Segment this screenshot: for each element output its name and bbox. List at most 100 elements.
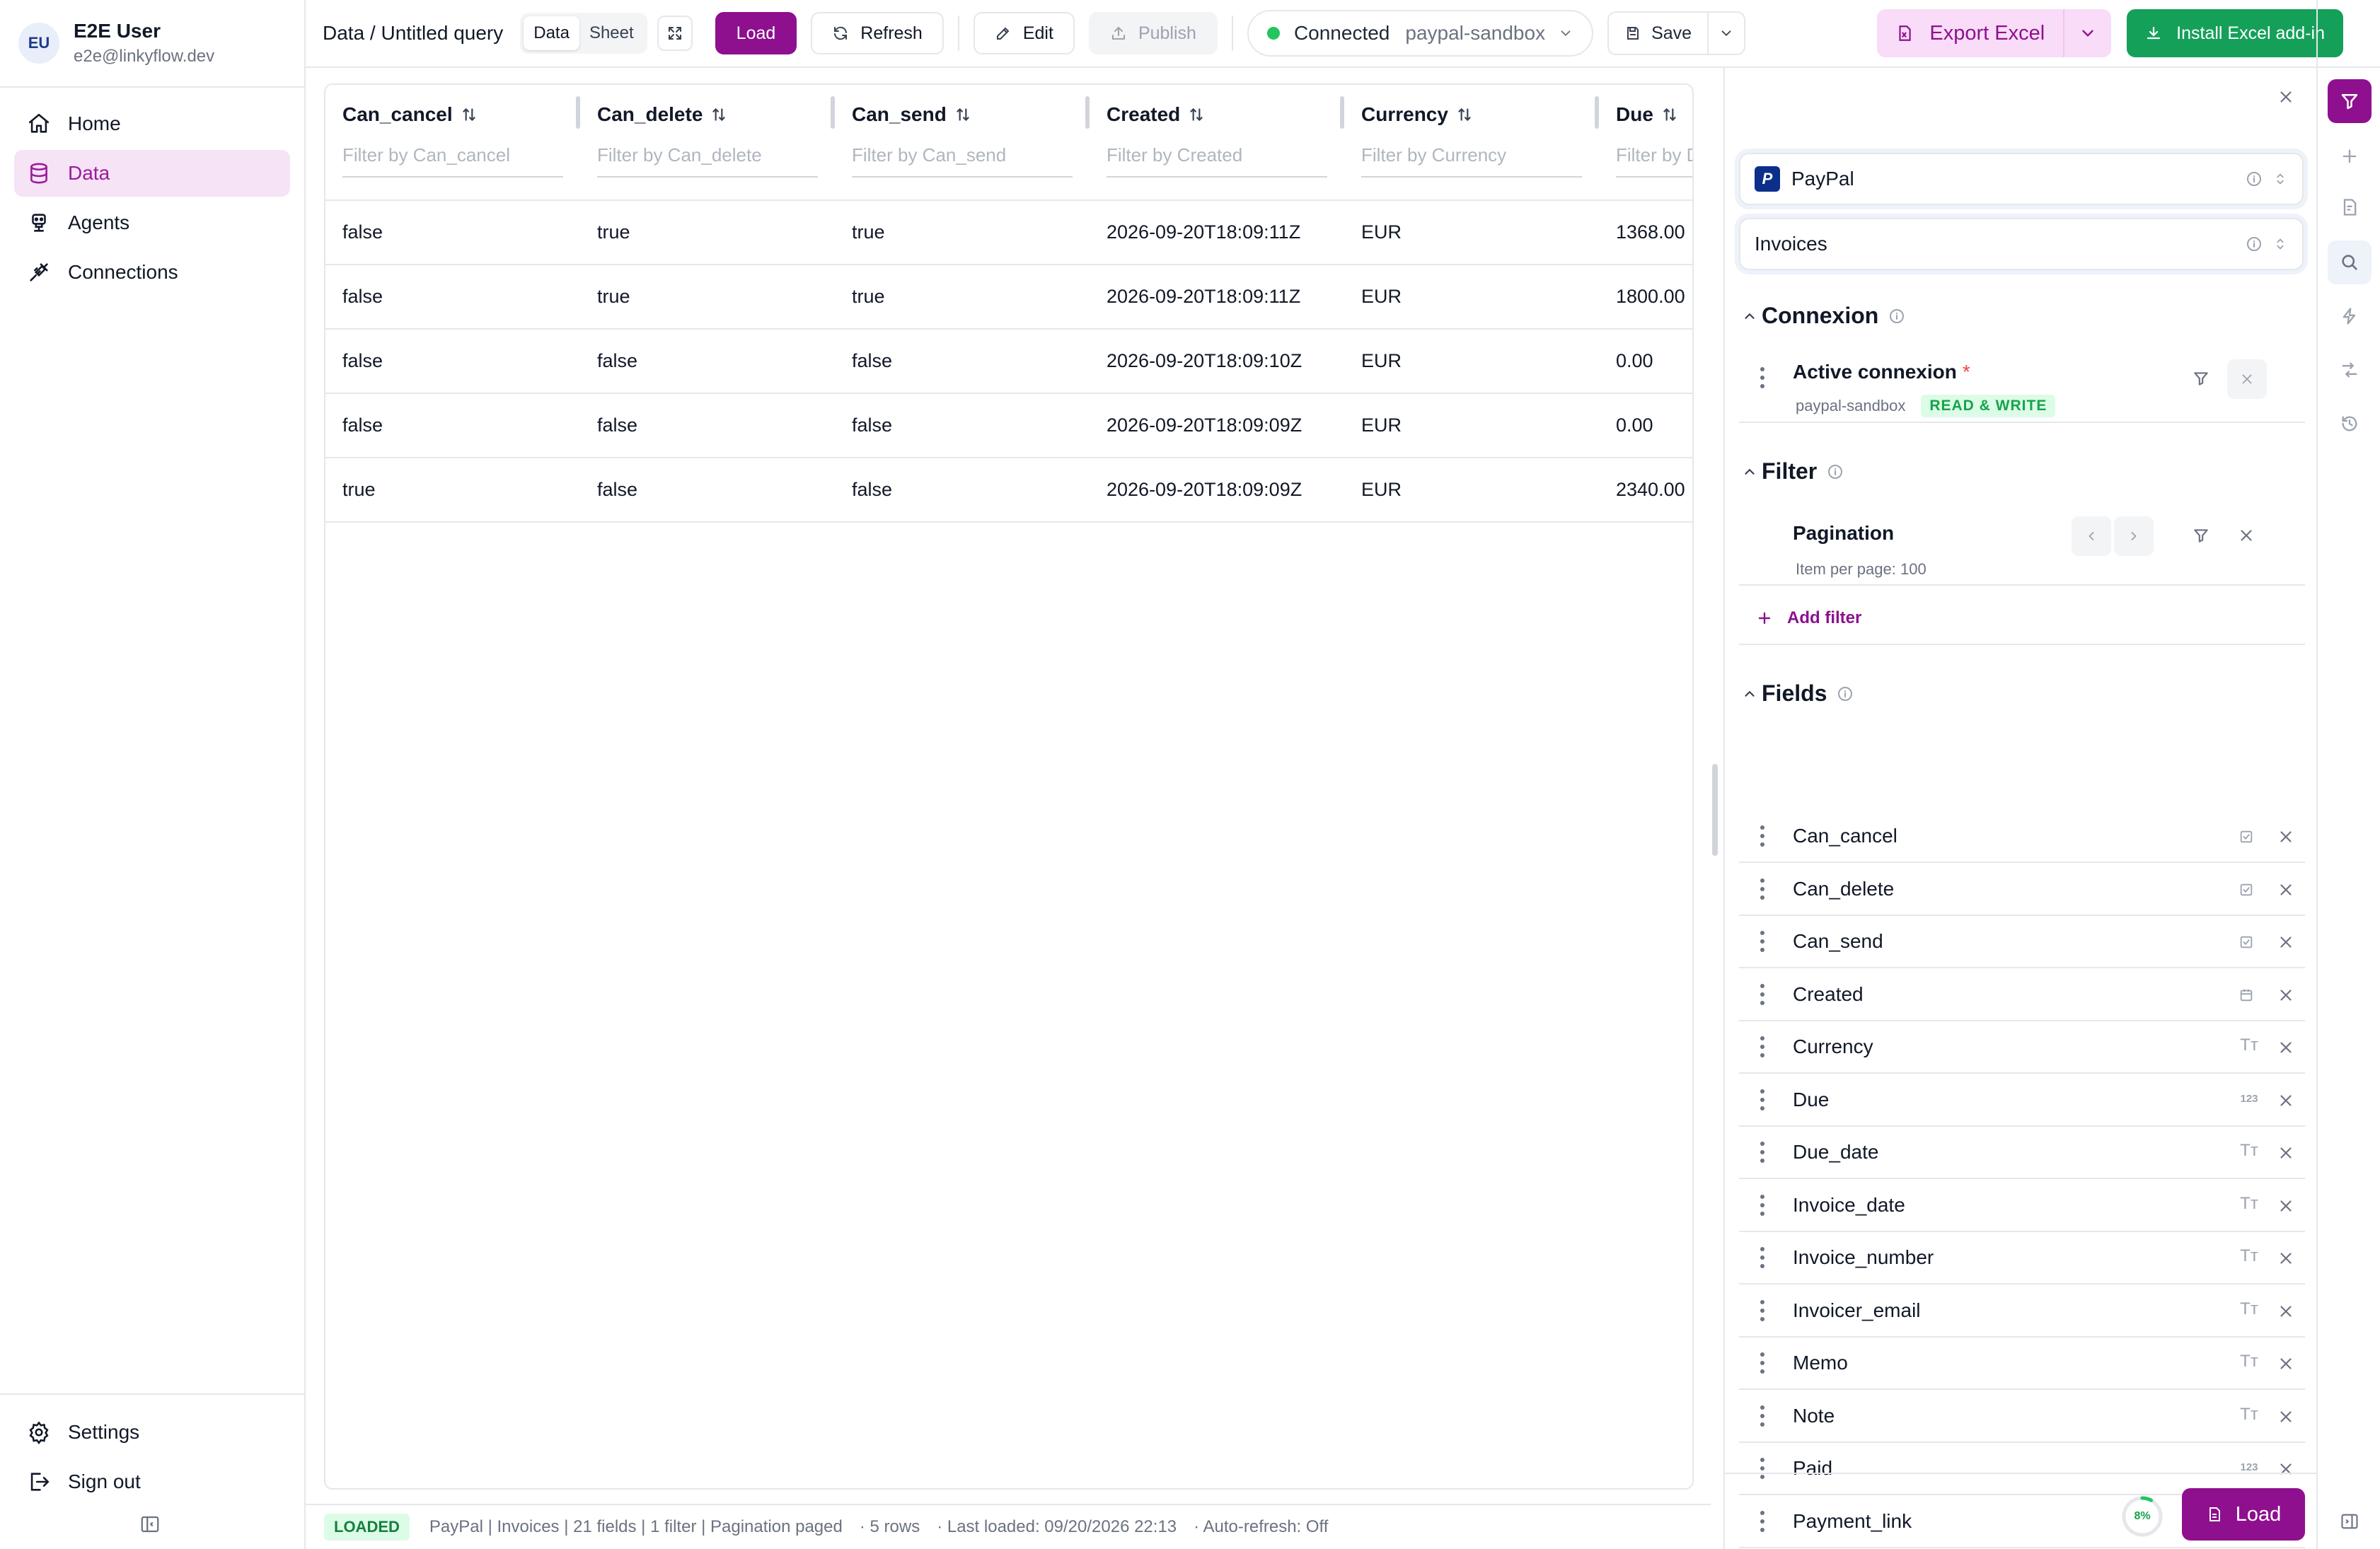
table-row[interactable]: false true true 2026-09-20T18:09:11Z EUR 1368… bbox=[325, 201, 1692, 265]
nav-item-settings[interactable]: Settings bbox=[14, 1409, 290, 1456]
expand-button[interactable] bbox=[657, 16, 693, 51]
table-cell[interactable]: 2026-09-20T18:09:09Z bbox=[1107, 479, 1302, 500]
nav-item-sign-out[interactable]: Sign out bbox=[14, 1458, 290, 1505]
close-icon[interactable] bbox=[2277, 828, 2295, 846]
table-row[interactable]: false true true 2026-09-20T18:09:11Z EUR 1800… bbox=[325, 265, 1692, 330]
filter-icon[interactable] bbox=[2192, 369, 2210, 388]
sort-icon[interactable] bbox=[1187, 105, 1206, 124]
table-cell[interactable]: 1800.00 bbox=[1616, 286, 1685, 307]
drag-handle-icon[interactable] bbox=[1759, 1139, 1766, 1165]
rail-transform-button[interactable] bbox=[2328, 348, 2372, 392]
previous-page-button[interactable] bbox=[2072, 516, 2111, 556]
view-sheet-button[interactable]: Sheet bbox=[589, 23, 634, 42]
field-row[interactable]: Memo Tт bbox=[1739, 1338, 2305, 1390]
panel-load-button[interactable]: Load bbox=[2182, 1488, 2305, 1541]
rail-collapse-button[interactable] bbox=[2328, 1499, 2372, 1543]
table-cell[interactable]: true bbox=[597, 221, 630, 243]
table-cell[interactable]: EUR bbox=[1361, 414, 1402, 436]
column-resize-handle[interactable] bbox=[576, 96, 580, 129]
table-cell[interactable]: true bbox=[852, 221, 885, 243]
close-icon[interactable] bbox=[2277, 1197, 2295, 1215]
field-row[interactable]: Paid 123 bbox=[1739, 1443, 2305, 1495]
table-cell[interactable]: 0.00 bbox=[1616, 414, 1653, 436]
table-cell[interactable]: EUR bbox=[1361, 221, 1402, 243]
drag-handle-icon[interactable] bbox=[1759, 823, 1766, 849]
column-resize-handle[interactable] bbox=[1340, 96, 1344, 129]
field-row[interactable]: Invoicer_email Tт bbox=[1739, 1285, 2305, 1338]
column-resize-handle[interactable] bbox=[1595, 96, 1599, 129]
drag-handle-icon[interactable] bbox=[1759, 1298, 1766, 1323]
load-button[interactable]: Load bbox=[715, 12, 797, 54]
table-cell[interactable]: false bbox=[342, 414, 383, 436]
field-row[interactable]: Due 123 bbox=[1739, 1074, 2305, 1127]
table-cell[interactable]: 2026-09-20T18:09:09Z bbox=[1107, 414, 1302, 436]
column-title[interactable]: Currency bbox=[1361, 103, 1599, 126]
close-icon[interactable] bbox=[2237, 526, 2255, 545]
table-cell[interactable]: 1368.00 bbox=[1616, 221, 1685, 243]
column-filter-input[interactable]: Filter by Can_delete bbox=[597, 144, 818, 178]
filter-section-toggle[interactable]: Filter bbox=[1742, 458, 1844, 485]
rail-history-button[interactable] bbox=[2328, 402, 2372, 446]
edit-button[interactable]: Edit bbox=[973, 12, 1075, 54]
table-cell[interactable]: false bbox=[852, 414, 893, 436]
column-filter-input[interactable]: Filter by Can_send bbox=[852, 144, 1073, 178]
table-cell[interactable]: 0.00 bbox=[1616, 350, 1653, 371]
column-title[interactable]: Can_cancel bbox=[342, 103, 580, 126]
drag-handle-icon[interactable] bbox=[1759, 929, 1766, 954]
drag-handle-icon[interactable] bbox=[1759, 1245, 1766, 1270]
panel-resize-handle[interactable] bbox=[1712, 764, 1718, 856]
field-row[interactable]: Currency Tт bbox=[1739, 1021, 2305, 1074]
table-cell[interactable]: false bbox=[597, 479, 638, 500]
table-cell[interactable]: 2340.00 bbox=[1616, 479, 1685, 500]
field-row[interactable]: Invoice_date Tт bbox=[1739, 1180, 2305, 1232]
close-panel-button[interactable] bbox=[2277, 88, 2295, 106]
close-icon[interactable] bbox=[2277, 1249, 2295, 1267]
sort-icon[interactable] bbox=[954, 105, 972, 124]
column-title[interactable]: Due bbox=[1616, 103, 1692, 126]
nav-item-home[interactable]: Home bbox=[14, 100, 290, 147]
drag-handle-icon[interactable] bbox=[1759, 1350, 1766, 1376]
resource-select[interactable]: Invoices bbox=[1739, 218, 2304, 270]
rail-add-button[interactable] bbox=[2328, 134, 2372, 178]
rail-filter-button[interactable] bbox=[2328, 79, 2372, 123]
drag-handle-icon[interactable] bbox=[1759, 876, 1766, 902]
drag-handle-icon[interactable] bbox=[1759, 1456, 1766, 1481]
add-filter-button[interactable]: Add filter bbox=[1756, 608, 1861, 628]
table-row[interactable]: false false false 2026-09-20T18:09:10Z EUR 0.… bbox=[325, 330, 1692, 394]
next-page-button[interactable] bbox=[2114, 516, 2154, 556]
close-icon[interactable] bbox=[2277, 1354, 2295, 1373]
close-icon[interactable] bbox=[2277, 1144, 2295, 1162]
table-cell[interactable]: false bbox=[597, 414, 638, 436]
table-cell[interactable]: false bbox=[342, 286, 383, 307]
sort-icon[interactable] bbox=[1660, 105, 1679, 124]
sort-icon[interactable] bbox=[1455, 105, 1474, 124]
sort-icon[interactable] bbox=[460, 105, 478, 124]
close-icon[interactable] bbox=[2277, 1460, 2295, 1478]
refresh-button[interactable]: Refresh bbox=[811, 12, 944, 54]
column-filter-input[interactable]: Filter by Created bbox=[1107, 144, 1327, 178]
table-cell[interactable]: true bbox=[852, 286, 885, 307]
column-title[interactable]: Can_delete bbox=[597, 103, 835, 126]
column-title[interactable]: Created bbox=[1107, 103, 1344, 126]
collapse-sidebar-button[interactable] bbox=[139, 1514, 165, 1539]
table-cell[interactable]: false bbox=[852, 350, 893, 371]
close-icon[interactable] bbox=[2277, 881, 2295, 899]
field-row[interactable]: Invoice_number Tт bbox=[1739, 1232, 2305, 1284]
table-cell[interactable]: 2026-09-20T18:09:11Z bbox=[1107, 221, 1301, 243]
table-cell[interactable]: false bbox=[597, 350, 638, 371]
close-icon[interactable] bbox=[2277, 933, 2295, 951]
filter-icon[interactable] bbox=[2192, 526, 2210, 545]
drag-handle-icon[interactable] bbox=[1759, 1034, 1766, 1060]
source-select[interactable]: P PayPal bbox=[1739, 153, 2304, 205]
view-data-button[interactable]: Data bbox=[524, 16, 579, 50]
close-icon[interactable] bbox=[2277, 986, 2295, 1004]
rail-automation-button[interactable] bbox=[2328, 294, 2372, 338]
fields-section-toggle[interactable]: Fields bbox=[1742, 680, 1854, 707]
rail-search-button[interactable] bbox=[2328, 240, 2372, 284]
close-icon[interactable] bbox=[2277, 1038, 2295, 1057]
table-cell[interactable]: EUR bbox=[1361, 350, 1402, 371]
drag-handle-icon[interactable] bbox=[1759, 982, 1766, 1007]
close-icon[interactable] bbox=[2277, 1091, 2295, 1110]
remove-connexion-button[interactable] bbox=[2227, 359, 2267, 399]
table-cell[interactable]: EUR bbox=[1361, 479, 1402, 500]
